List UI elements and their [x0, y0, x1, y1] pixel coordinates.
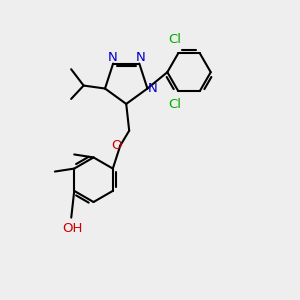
Text: Cl: Cl	[169, 33, 182, 46]
Text: N: N	[107, 51, 117, 64]
Text: Cl: Cl	[169, 98, 182, 111]
Text: N: N	[135, 51, 145, 64]
Text: N: N	[148, 82, 158, 95]
Text: OH: OH	[62, 222, 83, 235]
Text: O: O	[111, 139, 122, 152]
